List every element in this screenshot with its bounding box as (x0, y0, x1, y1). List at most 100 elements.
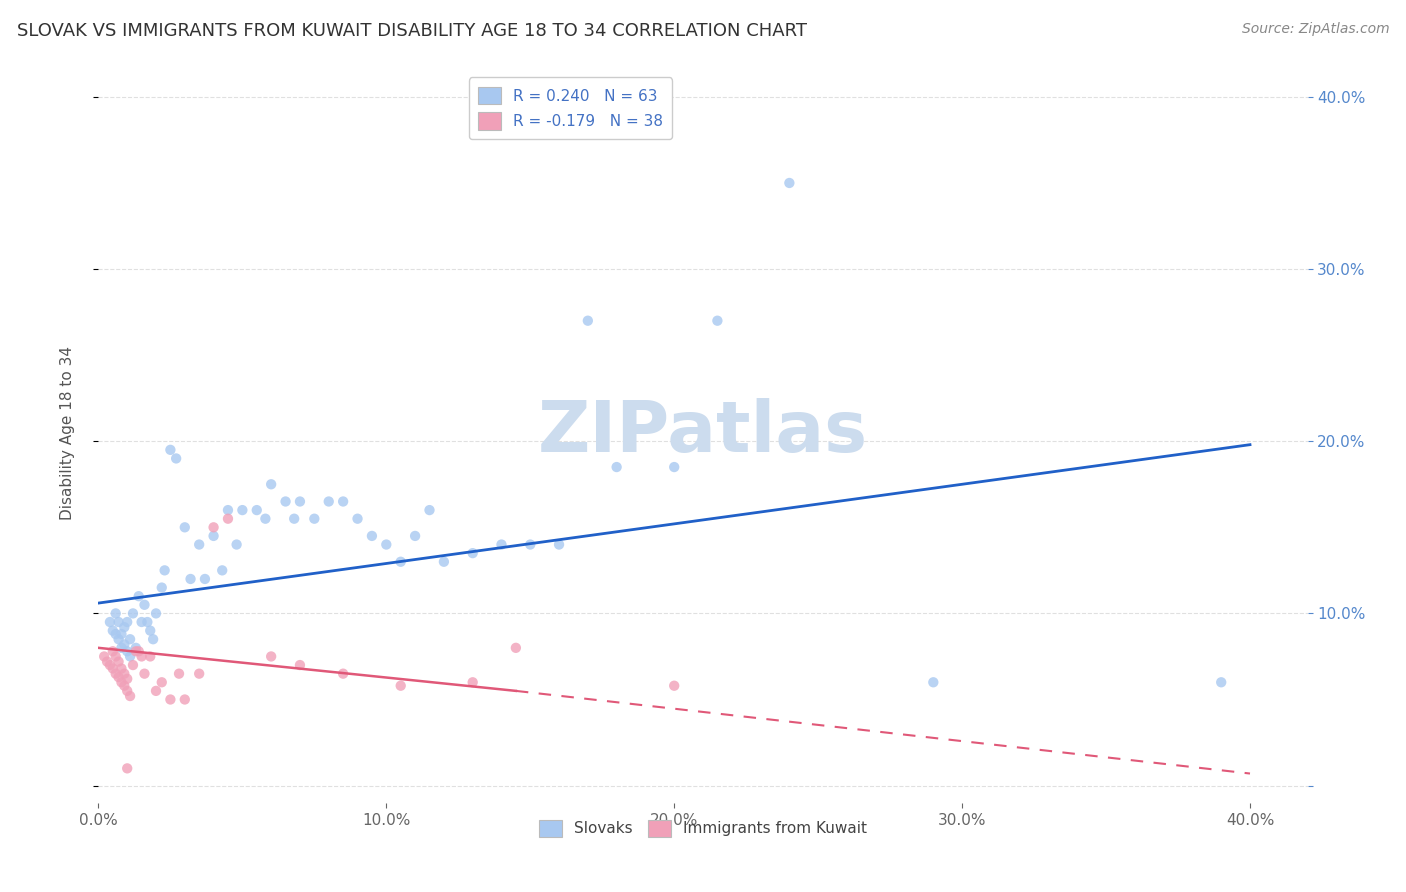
Point (115, 644, 138, 658)
Point (274, 494, 297, 508)
Point (418, 503, 440, 517)
Point (173, 692, 195, 706)
Point (120, 649, 142, 664)
Point (96, 655, 118, 669)
Point (173, 520, 195, 534)
Point (98, 615, 121, 629)
Point (211, 563, 233, 577)
Point (104, 649, 127, 664)
Point (128, 644, 150, 658)
Point (139, 649, 162, 664)
Point (288, 494, 311, 508)
Point (104, 666, 127, 681)
Point (304, 512, 326, 526)
Point (112, 666, 135, 681)
Y-axis label: Disability Age 18 to 34: Disability Age 18 to 34 (60, 345, 75, 520)
Point (120, 689, 142, 703)
Point (461, 546, 484, 560)
Point (139, 624, 162, 638)
Point (361, 529, 384, 543)
Point (120, 632, 142, 647)
Point (375, 537, 398, 551)
Point (107, 655, 129, 669)
Point (165, 451, 187, 466)
Point (389, 555, 412, 569)
Point (112, 620, 135, 634)
Point (548, 537, 571, 551)
Point (159, 692, 181, 706)
Point (332, 494, 354, 508)
Point (131, 615, 153, 629)
Point (110, 675, 132, 690)
Point (519, 537, 541, 551)
Point (318, 494, 340, 508)
Point (706, 314, 728, 328)
Point (150, 581, 173, 595)
Point (225, 537, 247, 551)
Point (122, 607, 145, 621)
Point (491, 537, 513, 551)
Point (125, 640, 148, 655)
Point (104, 607, 127, 621)
Point (260, 477, 283, 491)
Legend: Slovaks, Immigrants from Kuwait: Slovaks, Immigrants from Kuwait (533, 814, 873, 843)
Point (664, 460, 686, 475)
Point (778, 176, 800, 190)
Text: Source: ZipAtlas.com: Source: ZipAtlas.com (1241, 22, 1389, 37)
Point (664, 679, 686, 693)
Point (115, 761, 138, 775)
Point (142, 632, 165, 647)
Point (122, 658, 145, 673)
Point (136, 615, 159, 629)
Point (1211, 675, 1233, 690)
Point (217, 503, 239, 517)
Point (159, 442, 181, 457)
Point (188, 666, 211, 681)
Point (128, 589, 150, 603)
Point (180, 572, 202, 586)
Point (110, 640, 132, 655)
Point (112, 637, 135, 651)
Point (115, 684, 138, 698)
Point (107, 632, 129, 647)
Point (110, 661, 132, 675)
Point (404, 529, 426, 543)
Point (288, 658, 311, 673)
Point (188, 537, 211, 551)
Point (202, 529, 225, 543)
Point (115, 615, 138, 629)
Point (115, 672, 138, 686)
Point (202, 520, 225, 534)
Point (433, 555, 456, 569)
Point (606, 460, 628, 475)
Point (231, 503, 253, 517)
Point (98, 658, 121, 673)
Point (150, 675, 173, 690)
Point (246, 503, 269, 517)
Point (134, 598, 156, 612)
Point (194, 572, 217, 586)
Point (101, 624, 124, 638)
Point (145, 607, 167, 621)
Point (283, 512, 305, 526)
Point (134, 666, 156, 681)
Point (107, 670, 129, 684)
Point (153, 563, 176, 577)
Point (505, 640, 527, 655)
Point (145, 684, 167, 698)
Point (131, 649, 153, 664)
Point (332, 666, 354, 681)
Point (922, 675, 945, 690)
Point (110, 627, 132, 641)
Point (217, 512, 239, 526)
Point (125, 644, 148, 658)
Text: SLOVAK VS IMMIGRANTS FROM KUWAIT DISABILITY AGE 18 TO 34 CORRELATION CHART: SLOVAK VS IMMIGRANTS FROM KUWAIT DISABIL… (17, 22, 807, 40)
Point (576, 314, 599, 328)
Point (93, 649, 115, 664)
Point (346, 512, 368, 526)
Point (254, 512, 277, 526)
Text: ZIPatlas: ZIPatlas (538, 398, 868, 467)
Point (167, 666, 190, 681)
Point (461, 675, 484, 690)
Point (112, 679, 135, 693)
